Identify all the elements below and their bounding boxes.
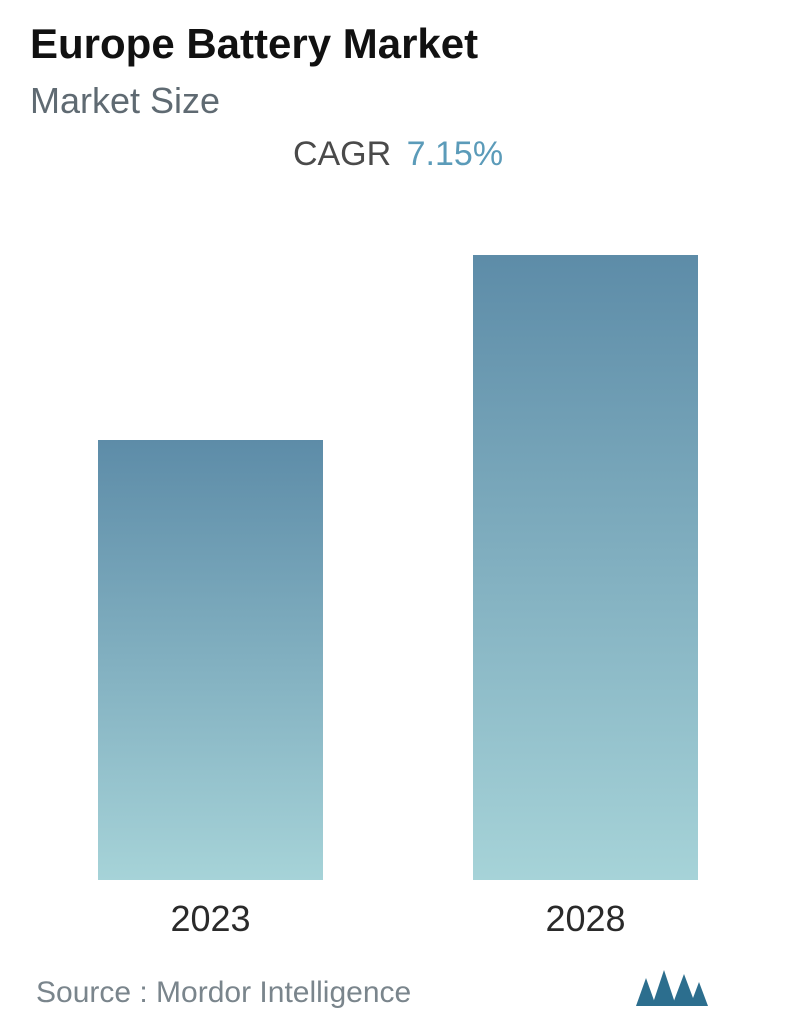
chart-container: Europe Battery Market Market Size CAGR 7… — [0, 0, 796, 1034]
bar-group — [0, 180, 796, 880]
page-subtitle: Market Size — [30, 80, 220, 122]
cagr-line: CAGR 7.15% — [0, 135, 796, 174]
mordor-logo-icon — [636, 970, 708, 1006]
x-label-2023: 2023 — [98, 898, 323, 940]
cagr-label: CAGR — [293, 135, 391, 173]
x-axis-labels: 2023 2028 — [0, 898, 796, 940]
bar-2028 — [473, 255, 698, 880]
x-label-2028: 2028 — [473, 898, 698, 940]
bar-chart: 2023 2028 — [0, 180, 796, 940]
page-title: Europe Battery Market — [30, 20, 478, 68]
source-text: Source : Mordor Intelligence — [36, 976, 411, 1010]
cagr-value: 7.15% — [407, 135, 503, 173]
bar-2023 — [98, 440, 323, 880]
